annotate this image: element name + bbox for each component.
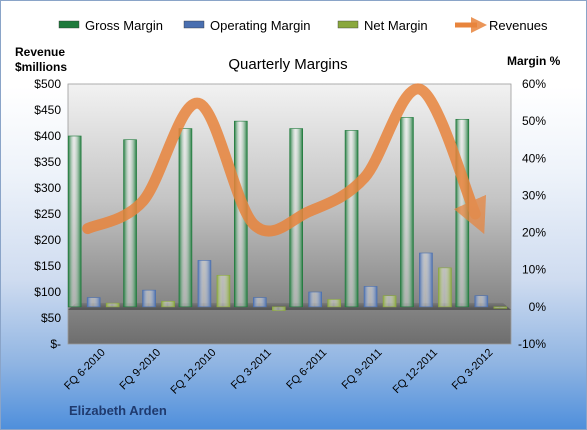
left-axis-title: Revenue $millions	[15, 45, 67, 75]
bar-operating-margin	[142, 289, 156, 308]
left-tick-label: $50	[41, 311, 61, 325]
category-label: FQ 3-2012	[450, 347, 496, 393]
right-tick-label: 0%	[529, 300, 547, 314]
bar-net-margin	[438, 267, 452, 308]
bar-gross-margin	[67, 135, 82, 308]
right-tick-label: 20%	[522, 226, 546, 240]
legend-label: Operating Margin	[210, 18, 310, 33]
footer-label: Elizabeth Arden	[69, 403, 167, 418]
right-axis-title: Margin %	[507, 54, 561, 68]
legend-label: Net Margin	[364, 18, 428, 33]
left-tick-label: $250	[34, 207, 61, 221]
bar-net-margin	[216, 274, 231, 308]
left-tick-label: $200	[34, 233, 61, 247]
left-tick-label: $350	[34, 155, 61, 169]
bar-operating-margin	[253, 297, 267, 308]
right-tick-label: 30%	[522, 188, 546, 202]
bar-net-margin	[272, 306, 286, 311]
right-tick-label: 40%	[522, 151, 546, 165]
left-tick-label: $450	[34, 103, 61, 117]
right-tick-label: 50%	[522, 114, 546, 128]
left-tick-label: $300	[34, 181, 61, 195]
legend-label: Revenues	[489, 18, 548, 33]
legend-swatch-gross-margin	[58, 20, 80, 29]
right-tick-label: 60%	[522, 77, 546, 91]
left-tick-label: $-	[50, 337, 61, 351]
bar-operating-margin	[419, 252, 433, 308]
bar-gross-margin	[178, 128, 193, 308]
bar-operating-margin	[308, 291, 322, 308]
bar-gross-margin	[344, 130, 359, 308]
bar-gross-margin	[400, 117, 414, 308]
bar-net-margin	[493, 306, 508, 309]
category-label: FQ 9-2010	[118, 347, 164, 393]
left-tick-label: $100	[34, 285, 61, 299]
bar-operating-margin	[474, 295, 489, 308]
revenues-line	[82, 83, 487, 237]
legend-swatch-operating-margin	[183, 20, 205, 29]
left-tick-label: $400	[34, 129, 61, 143]
bar-net-margin	[382, 295, 397, 308]
category-label: FQ 6-2010	[62, 347, 108, 393]
bar-gross-margin	[455, 118, 470, 308]
left-tick-label: $500	[34, 77, 61, 91]
category-label: FQ 12-2011	[391, 347, 440, 396]
left-axis-title-line1: Revenue	[15, 45, 66, 59]
right-tick-label: -10%	[518, 337, 546, 351]
left-axis-title-line2: $millions	[15, 60, 68, 74]
category-label: FQ 9-2011	[340, 347, 385, 392]
category-label: FQ 6-2011	[284, 347, 329, 392]
left-tick-label: $150	[34, 259, 61, 273]
bar-operating-margin	[197, 260, 212, 308]
bar-gross-margin	[123, 139, 137, 308]
category-label: FQ 3-2011	[229, 347, 274, 392]
bar-operating-margin	[363, 286, 378, 308]
bar-net-margin	[161, 300, 175, 308]
bar-net-margin	[327, 299, 341, 308]
bar-net-margin	[105, 302, 120, 308]
legend-label: Gross Margin	[85, 18, 163, 33]
right-tick-label: 10%	[522, 263, 546, 277]
category-label: FQ 12-2010	[169, 347, 219, 397]
bar-operating-margin	[86, 297, 101, 308]
legend-swatch-net-margin	[337, 20, 359, 29]
chart-title: Quarterly Margins	[228, 56, 347, 73]
